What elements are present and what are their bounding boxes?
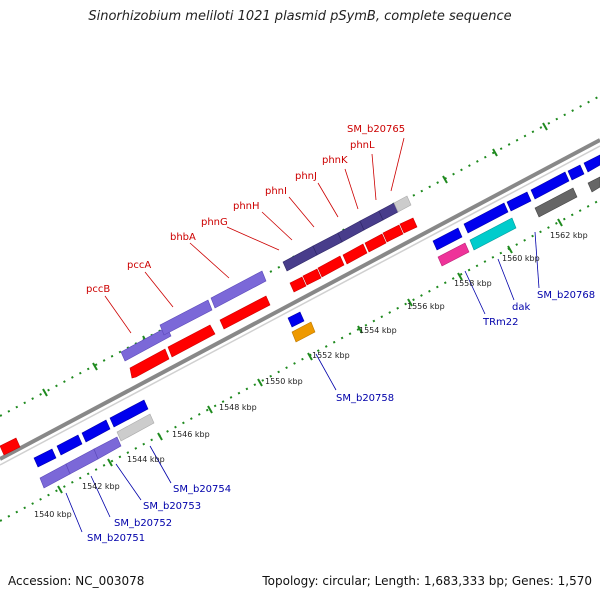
gene-label: phnK bbox=[322, 155, 348, 166]
kbp-label: 1558 kbp bbox=[454, 279, 492, 288]
map-title: Sinorhizobium meliloti 1021 plasmid pSym… bbox=[88, 9, 512, 24]
red-gene[interactable] bbox=[382, 224, 404, 243]
gene-phnG[interactable] bbox=[282, 245, 318, 272]
gene-SM_b20752[interactable] bbox=[65, 448, 99, 475]
red-gene[interactable] bbox=[0, 437, 21, 456]
red-genes[interactable] bbox=[0, 217, 418, 456]
gene-label: SM_b20751 bbox=[87, 533, 145, 544]
inner-tick-track bbox=[0, 199, 600, 522]
blue-gene[interactable] bbox=[583, 154, 600, 173]
gene-phnJ[interactable] bbox=[359, 210, 384, 231]
blue-gene[interactable] bbox=[81, 419, 111, 443]
gene-SM_b20758[interactable] bbox=[291, 321, 316, 343]
gene-label: phnJ bbox=[295, 171, 317, 182]
gene-pccA[interactable] bbox=[159, 299, 213, 336]
top-leader-lines bbox=[104, 137, 405, 334]
gene-label: bhbA bbox=[170, 232, 196, 243]
kbp-label: 1548 kbp bbox=[219, 403, 257, 412]
gene-phnI[interactable] bbox=[337, 220, 365, 243]
kbp-labels: 1540 kbp 1542 kbp 1544 kbp 1546 kbp 1548… bbox=[34, 231, 588, 519]
blue-gene[interactable] bbox=[33, 448, 57, 468]
blue-gene[interactable] bbox=[463, 202, 509, 234]
gene-label: SM_b20758 bbox=[336, 393, 394, 404]
gene-dak[interactable] bbox=[469, 217, 517, 251]
gene-label: phnL bbox=[350, 140, 375, 151]
blue-genes-lower[interactable] bbox=[33, 399, 149, 468]
red-gene[interactable] bbox=[167, 324, 216, 358]
gene-label: dak bbox=[512, 302, 530, 313]
red-gene[interactable] bbox=[302, 268, 322, 286]
blue-gene[interactable] bbox=[506, 191, 532, 212]
gene-label: SM_b20752 bbox=[114, 518, 172, 529]
kbp-label: 1554 kbp bbox=[359, 326, 397, 335]
gene-label: SM_b20753 bbox=[143, 501, 201, 512]
kbp-label: 1542 kbp bbox=[82, 482, 120, 491]
kbp-label: 1550 kbp bbox=[265, 377, 303, 386]
red-gene[interactable] bbox=[219, 295, 271, 330]
red-gene[interactable] bbox=[317, 255, 345, 278]
gene-pccB[interactable] bbox=[120, 326, 172, 362]
blue-gene[interactable] bbox=[567, 164, 585, 181]
blue-gene[interactable] bbox=[56, 434, 83, 456]
gene-TRm22[interactable] bbox=[437, 242, 470, 267]
gene-label: pccA bbox=[127, 260, 151, 271]
red-gene[interactable] bbox=[289, 276, 307, 293]
kbp-label: 1540 kbp bbox=[34, 510, 72, 519]
gene-label: SM_b20754 bbox=[173, 484, 231, 495]
blue-gene[interactable] bbox=[432, 227, 463, 251]
gene-SM_b20768[interactable] bbox=[534, 187, 578, 218]
gene-label: TRm22 bbox=[482, 317, 519, 328]
gene-SM_b20751[interactable] bbox=[39, 463, 71, 489]
kbp-label: 1560 kbp bbox=[502, 254, 540, 263]
kbp-label: 1552 kbp bbox=[312, 351, 350, 360]
kbp-label: 1562 kbp bbox=[550, 231, 588, 240]
blue-genes-upper[interactable] bbox=[287, 154, 600, 328]
forward-genes-purple[interactable] bbox=[120, 270, 267, 362]
gene-label: phnG bbox=[201, 217, 228, 228]
bottom-leader-lines bbox=[65, 231, 540, 533]
red-gene[interactable] bbox=[129, 348, 170, 379]
gene-label: SM_b20768 bbox=[537, 290, 595, 301]
topology-stats: Topology: circular; Length: 1,683,333 bp… bbox=[262, 574, 592, 588]
red-gene[interactable] bbox=[399, 217, 418, 234]
grey-gene[interactable] bbox=[116, 413, 155, 442]
inner-major-ticks bbox=[57, 218, 563, 494]
gene-phnL[interactable] bbox=[393, 195, 412, 213]
red-gene[interactable] bbox=[342, 243, 368, 265]
red-gene[interactable] bbox=[364, 233, 387, 253]
gene-label: phnI bbox=[265, 186, 287, 197]
backbone-inner bbox=[0, 145, 600, 466]
kbp-label: 1556 kbp bbox=[407, 302, 445, 311]
gene-label: pccB bbox=[86, 284, 110, 295]
blue-gene[interactable] bbox=[287, 311, 305, 328]
top-gene-labels: pccB pccA bhbA phnG phnH phnI phnJ phnK … bbox=[86, 124, 405, 295]
gene-SM_b20753[interactable] bbox=[93, 436, 122, 460]
gene-phnH[interactable] bbox=[312, 232, 343, 256]
kbp-label: 1546 kbp bbox=[172, 430, 210, 439]
blue-gene[interactable] bbox=[109, 399, 149, 428]
gene-bhbA[interactable] bbox=[210, 270, 267, 309]
kbp-label: 1544 kbp bbox=[127, 455, 165, 464]
gene-label: SM_b20765 bbox=[347, 124, 405, 135]
blue-gene[interactable] bbox=[530, 171, 570, 200]
bottom-gene-labels: SM_b20751 SM_b20752 SM_b20753 SM_b20754 … bbox=[87, 290, 595, 544]
backbone-outer bbox=[0, 138, 600, 461]
forward-genes-dark-purple[interactable] bbox=[282, 202, 399, 272]
purple-genes-lower[interactable] bbox=[39, 436, 122, 489]
dark-grey-gene[interactable] bbox=[587, 176, 600, 193]
accession-label: Accession: NC_003078 bbox=[8, 574, 145, 588]
gene-label: phnH bbox=[233, 201, 260, 212]
